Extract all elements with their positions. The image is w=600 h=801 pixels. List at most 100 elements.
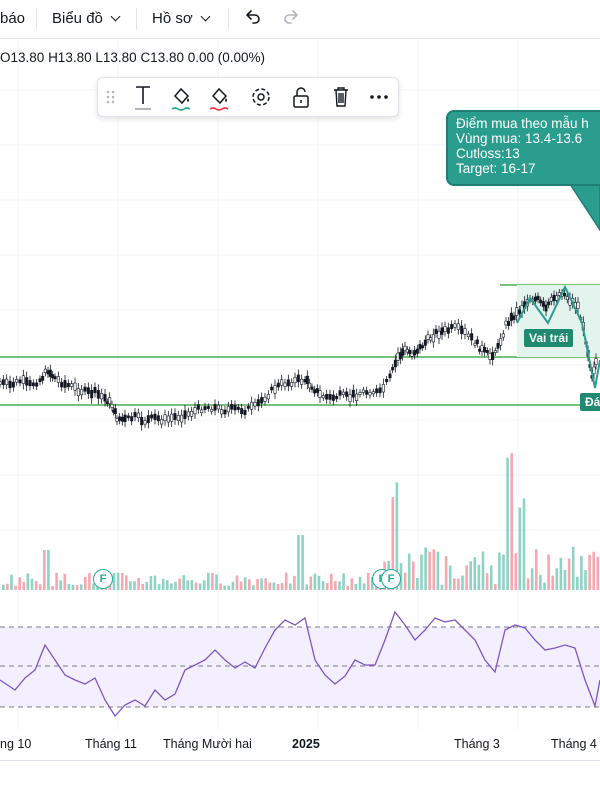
candle-body (18, 379, 22, 384)
undo-button[interactable] (242, 0, 266, 38)
settings-icon[interactable] (246, 78, 276, 116)
candle-body (166, 415, 170, 423)
candle-body (31, 382, 35, 387)
candle-body (351, 389, 355, 398)
drag-handle-icon[interactable] (100, 78, 130, 116)
volume-bar (420, 554, 423, 590)
volume-bar (448, 565, 452, 590)
candle-body (331, 394, 335, 401)
candle-body (491, 352, 495, 360)
volume-bar (26, 573, 30, 590)
candle-body (140, 417, 144, 426)
candle-body (48, 369, 52, 377)
volume-bar (576, 576, 579, 590)
volume-bar (129, 581, 132, 590)
candle-body (296, 374, 300, 383)
volume-bar (350, 578, 354, 590)
unlock-icon[interactable] (286, 78, 316, 116)
candle-body (250, 401, 254, 410)
candle-body (375, 388, 379, 394)
candle-body (70, 383, 74, 387)
candle-body (576, 301, 580, 309)
volume-bar (321, 581, 325, 590)
volume-bar (75, 585, 79, 590)
ohlc-open: O13.80 (0, 50, 45, 65)
candle-body (113, 408, 117, 415)
fill-color-icon[interactable] (166, 78, 196, 116)
candle-body (549, 296, 553, 302)
candle-body (421, 345, 425, 349)
event-badge[interactable]: F (381, 569, 401, 589)
candle-body (485, 350, 489, 353)
candle-body (466, 333, 470, 337)
candle-body (80, 389, 84, 396)
x-axis-tick: Tháng 3 (454, 737, 500, 751)
volume-bar (202, 580, 206, 590)
volume-bar (194, 582, 198, 590)
more-icon[interactable] (364, 78, 394, 116)
profile-menu-button[interactable]: Hồ sơ (152, 0, 211, 38)
volume-bar (112, 572, 116, 590)
candle-body (230, 404, 234, 410)
volume-bar (580, 555, 583, 590)
x-axis-tick: 2025 (292, 737, 320, 751)
candle-body (210, 409, 214, 412)
candle-body (488, 353, 492, 360)
candle-body (280, 379, 284, 386)
candle-body (507, 320, 511, 326)
candle-body (83, 386, 87, 392)
text-icon[interactable] (128, 78, 158, 116)
candle-body (470, 333, 474, 341)
candle-body (536, 295, 540, 300)
volume-bar (18, 577, 21, 590)
candle-body (51, 374, 55, 379)
volume-bar (166, 580, 169, 590)
candle-body (8, 380, 12, 389)
volume-bar (207, 572, 210, 590)
candle-body (123, 414, 127, 423)
candle-body (450, 324, 454, 329)
volume-bar (325, 582, 329, 590)
candle-body (300, 378, 304, 385)
candle-body (156, 415, 160, 422)
volume-bar (239, 581, 243, 590)
candle-body (338, 390, 342, 396)
volume-bar (297, 535, 300, 590)
undo-icon (246, 10, 260, 24)
candle-body (401, 348, 405, 356)
toolbar-item-partial[interactable]: báo (0, 10, 26, 27)
candle-body (565, 296, 569, 301)
volume-bar (395, 482, 399, 590)
pattern-callout[interactable]: Điểm mua theo mẫu h Vùng mua: 13.4-13.6 … (446, 110, 600, 186)
candle-body (501, 333, 505, 338)
candle-body (220, 409, 224, 415)
volume-bar (416, 577, 419, 590)
volume-bar (494, 584, 497, 590)
candle-body (437, 330, 441, 339)
callout-line: Vùng mua: 13.4-13.6 (456, 131, 583, 146)
candle-body (60, 382, 64, 388)
volume-bar (313, 573, 317, 590)
redo-button[interactable] (282, 0, 306, 38)
bottom-label[interactable]: Đá (580, 393, 600, 411)
candle-body (423, 339, 427, 346)
candle-body (555, 295, 559, 301)
candle-body (186, 411, 190, 417)
candle-body (203, 406, 207, 410)
candle-body (150, 414, 154, 419)
volume-bar (547, 554, 550, 590)
candle-body (426, 334, 430, 340)
chart-menu-button[interactable]: Biểu đồ (52, 0, 121, 38)
candle-body (355, 393, 359, 401)
event-badge[interactable]: F (93, 569, 113, 589)
volume-bars (2, 453, 600, 590)
price-chart[interactable] (0, 0, 600, 760)
line-color-icon[interactable] (204, 78, 234, 116)
trash-icon[interactable] (326, 78, 356, 116)
candle-body (0, 381, 2, 385)
volume-bar (571, 546, 575, 590)
left-shoulder-label[interactable]: Vai trái (524, 329, 574, 347)
volume-bar (489, 565, 493, 590)
volume-bar (424, 547, 427, 590)
candle-body (108, 397, 112, 404)
